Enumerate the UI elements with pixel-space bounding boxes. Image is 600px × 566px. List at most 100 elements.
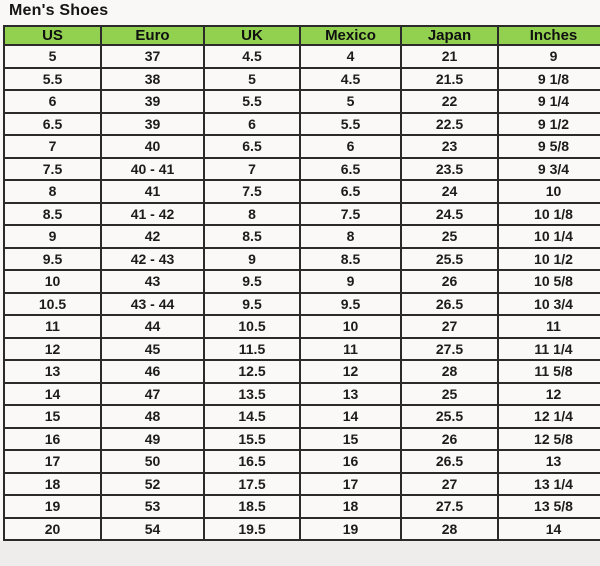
table-cell: 14.5 xyxy=(203,404,301,429)
table-cell: 22.5 xyxy=(400,111,499,136)
table-cell: 27.5 xyxy=(400,494,499,519)
table-cell: 6.5 xyxy=(299,179,402,204)
table-cell: 46 xyxy=(100,359,205,384)
table-cell: 14 xyxy=(497,516,600,541)
table-cell: 6 xyxy=(3,89,102,114)
table-row: 5 37 4.5 4 21 9 xyxy=(3,44,600,69)
table-cell: 15 xyxy=(3,404,102,429)
table-cell: 38 xyxy=(100,66,205,91)
table-cell: 13 5/8 xyxy=(497,494,600,519)
table-cell: 18 xyxy=(3,471,102,496)
table-cell: 14 xyxy=(3,381,102,406)
table-cell: 6.5 xyxy=(203,134,301,159)
table-cell: 9 3/4 xyxy=(497,156,600,181)
table-cell: 12 xyxy=(299,359,402,384)
table-cell: 25.5 xyxy=(400,404,499,429)
table-row: 17 50 16.5 16 26.5 13 xyxy=(3,449,600,474)
table-cell: 6.5 xyxy=(299,156,402,181)
table-cell: 52 xyxy=(100,471,205,496)
table-cell: 10 3/4 xyxy=(497,291,600,316)
table-cell: 13 1/4 xyxy=(497,471,600,496)
column-header-mexico: Mexico xyxy=(299,25,402,46)
table-cell: 12 5/8 xyxy=(497,426,600,451)
table-cell: 27 xyxy=(400,471,499,496)
page-title: Men's Shoes xyxy=(9,2,109,19)
table-cell: 17.5 xyxy=(203,471,301,496)
table-cell: 10 xyxy=(299,314,402,339)
table-cell: 9 xyxy=(497,44,600,69)
table-cell: 4 xyxy=(299,44,402,69)
table-cell: 5.5 xyxy=(3,66,102,91)
table-row: 8.5 41 - 42 8 7.5 24.5 10 1/8 xyxy=(3,201,600,226)
table-row: 6 39 5.5 5 22 9 1/4 xyxy=(3,89,600,114)
table-cell: 10 xyxy=(3,269,102,294)
table-cell: 10 5/8 xyxy=(497,269,600,294)
table-row: 6.5 39 6 5.5 22.5 9 1/2 xyxy=(3,111,600,136)
table-row: 7.5 40 - 41 7 6.5 23.5 9 3/4 xyxy=(3,156,600,181)
table-row: 10.5 43 - 44 9.5 9.5 26.5 10 3/4 xyxy=(3,291,600,316)
table-cell: 23 xyxy=(400,134,499,159)
table-row: 18 52 17.5 17 27 13 1/4 xyxy=(3,471,600,496)
table-row: 10 43 9.5 9 26 10 5/8 xyxy=(3,269,600,294)
table-cell: 7.5 xyxy=(203,179,301,204)
table-cell: 8 xyxy=(203,201,301,226)
table-cell: 11.5 xyxy=(203,336,301,361)
table-cell: 9.5 xyxy=(299,291,402,316)
table-cell: 13 xyxy=(497,449,600,474)
table-cell: 23.5 xyxy=(400,156,499,181)
table-cell: 15.5 xyxy=(203,426,301,451)
table-cell: 7.5 xyxy=(3,156,102,181)
table-cell: 26 xyxy=(400,426,499,451)
table-cell: 9 5/8 xyxy=(497,134,600,159)
column-header-uk: UK xyxy=(203,25,301,46)
table-cell: 18 xyxy=(299,494,402,519)
table-cell: 17 xyxy=(3,449,102,474)
table-cell: 24.5 xyxy=(400,201,499,226)
table-cell: 5 xyxy=(203,66,301,91)
table-cell: 22 xyxy=(400,89,499,114)
table-cell: 12 1/4 xyxy=(497,404,600,429)
table-row: 20 54 19.5 19 28 14 xyxy=(3,516,600,541)
size-chart-container: US Euro UK Mexico Japan Inches 5 37 4.5 4 21 9 5.5 3… xyxy=(3,25,600,541)
table-cell: 39 xyxy=(100,111,205,136)
table-cell: 21 xyxy=(400,44,499,69)
table-cell: 11 xyxy=(299,336,402,361)
table-cell: 9 1/2 xyxy=(497,111,600,136)
table-cell: 8.5 xyxy=(299,246,402,271)
table-cell: 19 xyxy=(299,516,402,541)
table-cell: 19.5 xyxy=(203,516,301,541)
header-row: US Euro UK Mexico Japan Inches xyxy=(3,25,600,46)
table-row: 12 45 11.5 11 27.5 11 1/4 xyxy=(3,336,600,361)
table-row: 7 40 6.5 6 23 9 5/8 xyxy=(3,134,600,159)
table-cell: 40 - 41 xyxy=(100,156,205,181)
column-header-inches: Inches xyxy=(497,25,600,46)
table-cell: 12 xyxy=(497,381,600,406)
table-cell: 17 xyxy=(299,471,402,496)
table-row: 11 44 10.5 10 27 11 xyxy=(3,314,600,339)
table-cell: 47 xyxy=(100,381,205,406)
table-cell: 9 xyxy=(3,224,102,249)
table-cell: 45 xyxy=(100,336,205,361)
table-cell: 14 xyxy=(299,404,402,429)
table-cell: 9 xyxy=(203,246,301,271)
column-header-us: US xyxy=(3,25,102,46)
table-cell: 5.5 xyxy=(299,111,402,136)
column-header-euro: Euro xyxy=(100,25,205,46)
table-cell: 11 xyxy=(3,314,102,339)
table-cell: 5 xyxy=(3,44,102,69)
table-cell: 4.5 xyxy=(299,66,402,91)
table-cell: 43 - 44 xyxy=(100,291,205,316)
table-cell: 42 - 43 xyxy=(100,246,205,271)
table-cell: 48 xyxy=(100,404,205,429)
table-cell: 13.5 xyxy=(203,381,301,406)
table-cell: 28 xyxy=(400,516,499,541)
table-cell: 50 xyxy=(100,449,205,474)
table-cell: 10 1/4 xyxy=(497,224,600,249)
table-cell: 10 1/2 xyxy=(497,246,600,271)
table-cell: 40 xyxy=(100,134,205,159)
table-cell: 24 xyxy=(400,179,499,204)
table-cell: 11 5/8 xyxy=(497,359,600,384)
table-cell: 6 xyxy=(203,111,301,136)
table-cell: 8 xyxy=(3,179,102,204)
table-row: 16 49 15.5 15 26 12 5/8 xyxy=(3,426,600,451)
